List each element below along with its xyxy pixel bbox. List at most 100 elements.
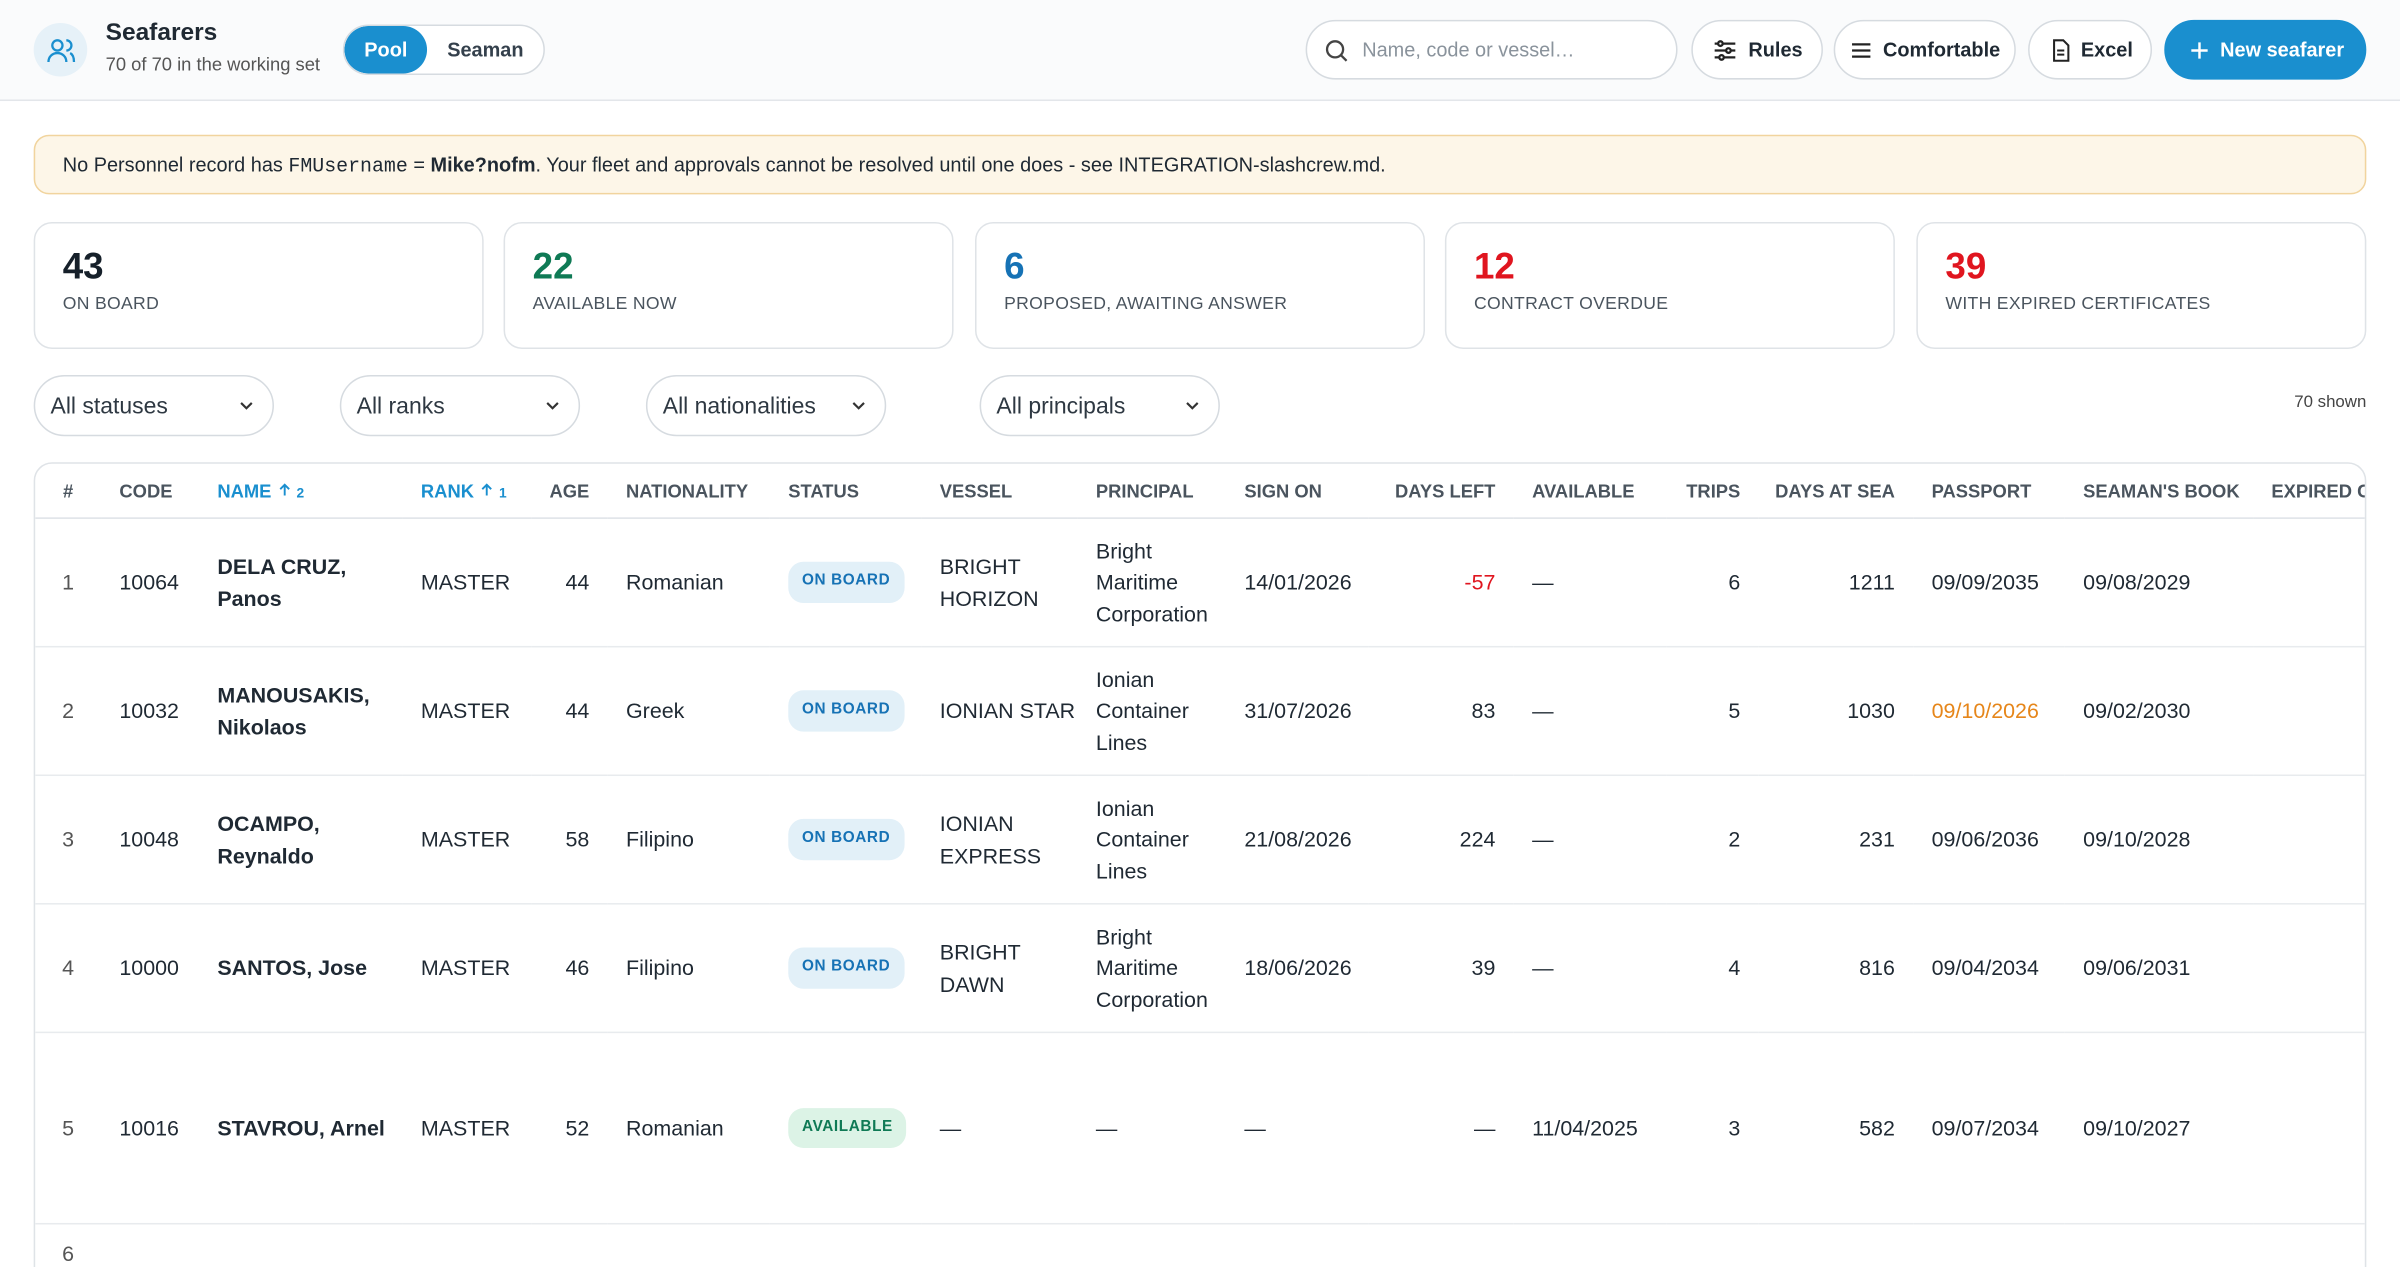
column-header[interactable]: RANK 1 [402,463,532,519]
cell-text: — [1532,569,1554,595]
filter-value: All principals [996,392,1126,419]
table-cell: MASTER [402,1032,532,1225]
table-row[interactable]: 1 10064 DELA CRUZ, Panos MASTER 44 Romanian ON… [35,518,2365,648]
people-icon [46,38,75,62]
cell-text: — [1532,698,1554,723]
plus-icon [2190,41,2207,58]
excel-button[interactable]: Excel [2028,19,2153,80]
table-cell: 5 [35,1032,102,1225]
filter-select[interactable]: All statuses [33,374,274,437]
sort-order: 1 [499,484,507,500]
table-cell: 6 [1666,518,1759,648]
cell-text: MASTER [420,1115,511,1140]
cell-text: 6 [62,1241,75,1267]
stat-card[interactable]: 39 WITH EXPIRED CERTIFICATES [1916,221,2367,349]
column-header[interactable]: PRINCIPAL [1077,463,1227,519]
column-header[interactable]: SEAMAN'S BOOK [2064,463,2254,519]
filter-select[interactable]: All ranks [339,374,581,437]
column-label: AGE [549,479,590,502]
column-header[interactable]: NATIONALITY [607,463,770,519]
tab[interactable]: Pool [344,26,428,74]
column-header[interactable]: TRIPS [1666,463,1759,519]
chevron-icon [852,402,865,410]
cell-text: 10048 [119,826,179,852]
table-cell [1758,1223,1914,1267]
cell-text: 09/10/2028 [2083,826,2191,852]
cell-text: 83 [1471,698,1496,723]
table-row[interactable]: 6 [35,1223,2365,1267]
table-cell: 09/10/2028 [2064,775,2254,905]
table-cell: — [1513,518,1667,648]
search-box[interactable]: Name, code or vessel… [1305,19,1678,80]
table-row[interactable]: 2 10032 MANOUSAKIS, Nikolaos MASTER 44 Greek O… [35,646,2365,777]
column-header[interactable]: # [35,463,102,519]
stat-card[interactable]: 12 CONTRACT OVERDUE [1444,221,1895,349]
table-cell [1077,1223,1227,1267]
column-header[interactable]: VESSEL [921,463,1078,519]
table-cell: 2 [1666,775,1759,905]
rules-button[interactable]: Rules [1691,19,1823,80]
table-cell: Bright Maritime Corporation [1077,518,1227,648]
column-header[interactable]: DAYS AT SEA [1758,463,1914,519]
stat-card[interactable]: 22 AVAILABLE NOW [503,221,954,349]
cell-text: Greek [626,698,685,723]
cell-text: Romanian [626,569,724,595]
table-cell: 1 [35,518,102,648]
column-header[interactable]: STATUS [769,463,922,519]
column-label: DAYS AT SEA [1775,479,1895,502]
table-row[interactable]: 5 10016 STAVROU, Arnel MASTER 52 Romanian AVAI… [35,1032,2365,1225]
cell-text: — [1095,1115,1118,1140]
table-cell: ON BOARD [769,775,922,905]
cell-text: 2 [1728,826,1741,852]
column-header[interactable]: SIGN ON [1226,463,1369,519]
table-cell [1226,1223,1369,1267]
table-row[interactable]: 3 10048 OCAMPO, Reynaldo MASTER 58 Filipino ON… [35,775,2365,905]
tab[interactable]: Seaman [447,38,524,62]
column-header[interactable]: EXPIRED C [2253,463,2367,519]
table-cell: Ionian Container Lines [1077,775,1227,905]
table-cell: — [1077,1032,1227,1225]
cell-text: IONIAN EXPRESS [939,811,1042,868]
new-seafarer-button[interactable]: New seafarer [2164,19,2367,80]
cell-text: Filipino [626,826,694,852]
filter-select[interactable]: All nationalities [645,374,887,437]
stat-label: WITH EXPIRED CERTIFICATES [1945,295,2211,314]
column-header[interactable]: AGE [531,463,608,519]
cell-text: 11/04/2025 [1532,1115,1638,1140]
view-tabs: Pool Seaman [342,24,545,75]
table-cell: Romanian [607,1032,770,1225]
status-badge: AVAILABLE [788,1107,907,1149]
stat-card[interactable]: 43 ON BOARD [33,221,484,349]
filter-select[interactable]: All principals [979,374,1220,437]
table-cell: 2 [35,646,102,777]
stat-card[interactable]: 6 PROPOSED, AWAITING ANSWER [974,221,1425,349]
chevron-icon [546,402,559,410]
column-header[interactable]: CODE [101,463,199,519]
table-cell: 231 [1758,775,1914,905]
button-label: Excel [2080,38,2133,62]
column-header[interactable]: DAYS LEFT [1368,463,1514,519]
column-label: STATUS [788,479,860,502]
table-cell [2253,903,2365,1034]
cell-text: — [939,1115,962,1140]
column-label: EXPIRED C [2271,479,2367,502]
status-badge: ON BOARD [788,819,905,860]
column-header[interactable]: PASSPORT [1913,463,2065,519]
table-cell: 18/06/2026 [1226,903,1369,1034]
table-cell: Filipino [607,903,770,1034]
table-cell: 14/01/2026 [1226,518,1369,648]
table-row[interactable]: 4 10000 SANTOS, Jose MASTER 46 Filipino ON BOA… [35,903,2365,1034]
density-button[interactable]: Comfortable [1833,19,2016,80]
sort-order: 2 [296,484,305,500]
cell-text: 44 [565,569,590,595]
filter-value: All nationalities [662,392,816,419]
table-cell: IONIAN STAR [921,646,1078,777]
cell-text: IONIAN STAR [939,698,1076,723]
column-header[interactable]: AVAILABLE [1513,463,1667,519]
cell-text: 1 [62,569,75,595]
table-cell: 09/02/2030 [2064,646,2254,777]
table-cell: Greek [607,646,770,777]
status-badge: ON BOARD [788,690,905,732]
column-header[interactable]: NAME 2 [198,463,403,519]
